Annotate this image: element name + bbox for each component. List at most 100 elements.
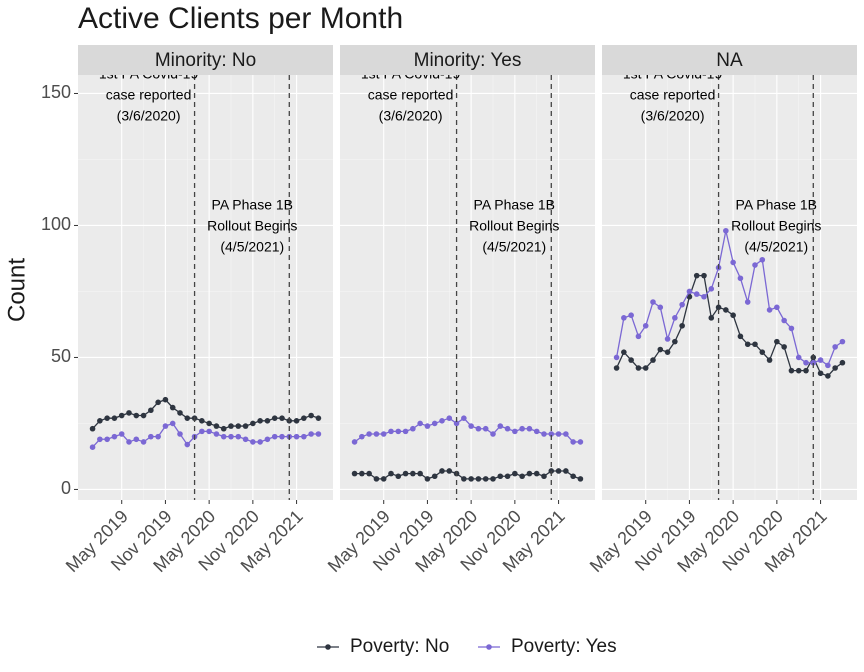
data-point	[679, 301, 685, 308]
data-point	[635, 365, 642, 371]
data-point	[206, 428, 212, 435]
annotation: (3/6/2020)	[117, 108, 181, 124]
data-point	[359, 470, 365, 477]
data-point	[315, 431, 322, 437]
data-point	[577, 439, 584, 445]
data-point	[693, 291, 700, 297]
data-point	[417, 470, 423, 477]
data-point	[621, 315, 627, 321]
data-point	[133, 436, 140, 443]
data-point	[140, 412, 147, 419]
data-point	[89, 444, 96, 451]
data-point	[825, 373, 831, 379]
data-point	[395, 428, 402, 435]
annotation: case reported	[106, 87, 192, 103]
data-point	[439, 418, 445, 424]
panel-title: Minority: Yes	[414, 50, 522, 71]
data-point	[395, 473, 402, 480]
data-point	[708, 315, 715, 321]
data-point	[279, 415, 285, 421]
data-point	[271, 433, 278, 440]
strip-background	[78, 45, 333, 75]
data-point	[351, 470, 358, 477]
data-point	[228, 423, 234, 429]
data-point	[206, 420, 212, 427]
data-point	[315, 415, 322, 421]
data-point	[388, 470, 394, 477]
data-point	[825, 362, 831, 369]
data-point	[708, 286, 715, 292]
annotation: case reported	[368, 87, 454, 103]
data-point	[97, 418, 103, 424]
data-point	[679, 322, 685, 329]
legend-label: Poverty: Yes	[511, 636, 617, 657]
data-point	[548, 431, 555, 437]
data-point	[184, 415, 191, 421]
data-point	[482, 425, 489, 432]
data-point	[388, 428, 394, 435]
data-point	[628, 357, 634, 363]
strip-background	[602, 45, 857, 75]
data-point	[563, 431, 569, 437]
data-point	[373, 431, 380, 437]
data-point	[199, 418, 205, 424]
data-point	[402, 470, 409, 477]
y-tick-label: 150	[41, 82, 71, 102]
strip-background	[340, 45, 595, 75]
data-point	[351, 439, 358, 445]
annotation: 1st PA Covid-19	[361, 66, 461, 82]
panel-title: NA	[716, 50, 743, 71]
data-point	[541, 473, 547, 480]
panel-background	[78, 75, 333, 500]
data-point	[555, 431, 562, 437]
data-point	[672, 315, 678, 321]
data-point	[497, 423, 504, 429]
data-point	[148, 433, 154, 440]
data-point	[752, 341, 758, 348]
data-point	[475, 425, 482, 432]
data-point	[126, 439, 132, 445]
y-tick-label: 100	[41, 214, 71, 234]
annotation: 1st PA Covid-19	[99, 66, 199, 82]
data-point	[424, 476, 431, 482]
data-point	[781, 344, 787, 350]
data-point	[664, 336, 671, 342]
data-point	[810, 359, 817, 366]
panel-background	[340, 75, 595, 500]
data-point	[701, 272, 707, 279]
data-point	[264, 436, 271, 443]
data-point	[235, 433, 242, 440]
data-point	[446, 468, 453, 474]
annotation: (4/5/2021)	[744, 239, 808, 255]
data-point	[657, 346, 664, 353]
data-point	[839, 338, 846, 345]
data-point	[693, 272, 700, 279]
data-point	[257, 439, 263, 445]
data-point	[118, 431, 125, 437]
data-point	[213, 431, 220, 437]
data-point	[380, 476, 387, 482]
data-point	[533, 428, 540, 435]
data-point	[774, 338, 780, 345]
data-point	[723, 307, 729, 313]
data-point	[402, 428, 409, 435]
data-point	[715, 304, 722, 311]
legend-swatch	[325, 644, 331, 650]
annotation: Rollout Begins	[207, 218, 297, 234]
data-point	[366, 470, 372, 477]
data-point	[169, 404, 176, 411]
data-point	[118, 412, 125, 419]
data-point	[832, 365, 838, 371]
annotation: Rollout Begins	[469, 218, 559, 234]
data-point	[497, 473, 504, 480]
annotation: 1st PA Covid-19	[623, 66, 723, 82]
data-point	[723, 227, 729, 234]
data-point	[795, 367, 802, 374]
panel-title: Minority: No	[155, 50, 256, 71]
data-point	[279, 433, 285, 440]
data-point	[417, 420, 423, 427]
data-point	[301, 415, 307, 421]
data-point	[446, 415, 453, 421]
panel-background	[602, 75, 857, 500]
